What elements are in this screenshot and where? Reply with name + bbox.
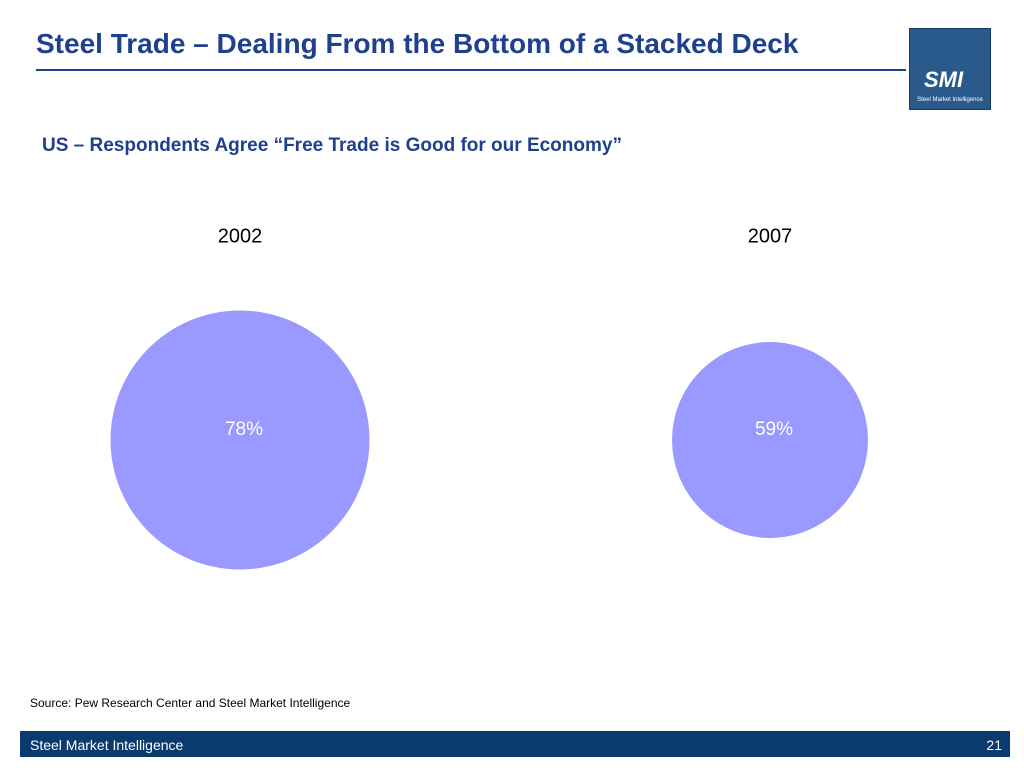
value-label: 59% — [755, 419, 793, 440]
value-label: 78% — [225, 419, 263, 440]
logo-caption: Steel Market Intelligence — [917, 97, 983, 103]
page-number: 21 — [986, 737, 1002, 753]
slide-title: Steel Trade – Dealing From the Bottom of… — [36, 28, 799, 59]
title-rule — [36, 69, 906, 71]
source: Source: Pew Research Center and Steel Ma… — [30, 696, 351, 710]
footer-text: Steel Market Intelligence — [30, 737, 184, 753]
bubble — [672, 342, 868, 538]
footer: Steel Market Intelligence 21 — [20, 731, 1010, 757]
category-label: 2002 — [218, 225, 263, 247]
bubble — [110, 310, 370, 570]
category-label: 2007 — [748, 225, 793, 247]
chart: US – Respondents Agree “Free Trade is Go… — [42, 135, 868, 570]
chart-title: US – Respondents Agree “Free Trade is Go… — [42, 135, 622, 156]
logo-text: SMI — [924, 67, 964, 92]
logo: SMI Steel Market Intelligence — [909, 28, 991, 110]
